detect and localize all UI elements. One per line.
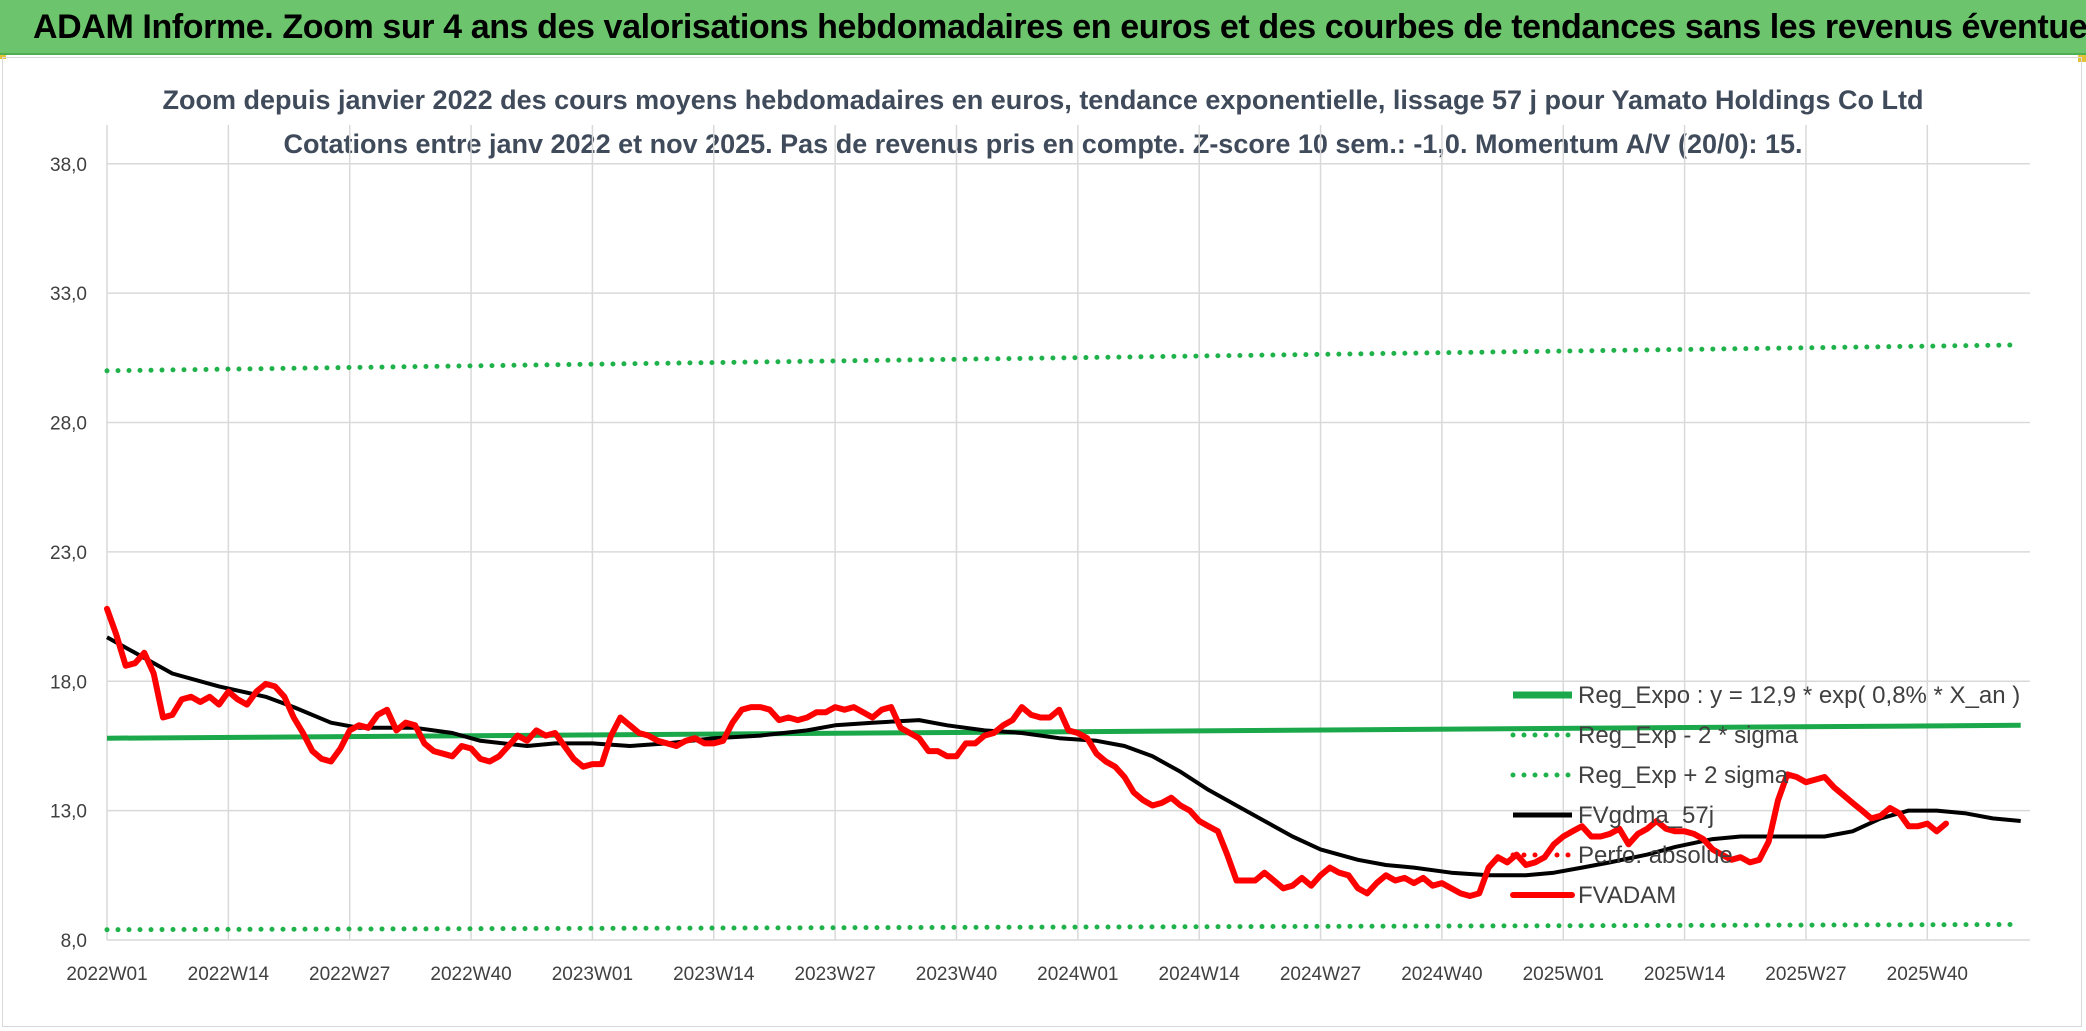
legend: Reg_Expo : y = 12,9 * exp( 0,8% * X_an )… — [1510, 682, 2020, 909]
legend-label-0: Reg_Expo : y = 12,9 * exp( 0,8% * X_an ) — [1578, 682, 2020, 709]
x-tick-label: 2023W01 — [552, 964, 633, 985]
x-tick-label: 2025W27 — [1765, 964, 1846, 985]
legend-label-2: Reg_Exp + 2 sigma — [1578, 762, 1789, 789]
x-tick-label: 2022W40 — [430, 964, 511, 985]
legend-label-1: Reg_Exp - 2 * sigma — [1578, 722, 1799, 749]
x-axis-ticks: 2022W01 2022W14 2022W27 2022W40 2023W01 2023W… — [66, 964, 1968, 985]
x-tick-label: 2023W27 — [794, 964, 875, 985]
series-lines — [104, 342, 2024, 933]
x-tick-label: 2024W01 — [1037, 964, 1118, 985]
x-tick-label: 2023W14 — [673, 964, 755, 985]
x-tick-label: 2024W14 — [1159, 964, 1241, 985]
x-tick-label: 2022W14 — [188, 964, 270, 985]
x-tick-label: 2024W27 — [1280, 964, 1361, 985]
report-banner: ADAM Informe. Zoom sur 4 ans des valoris… — [0, 0, 2086, 55]
legend-label-4: Perfo. absolue — [1578, 842, 1733, 869]
series-line-2 — [104, 342, 2024, 374]
y-tick-label: 23,0 — [50, 543, 87, 564]
y-axis-ticks: 8,0 13,0 18,0 23,0 28,0 33,0 38,0 — [50, 155, 87, 952]
y-tick-label: 28,0 — [50, 414, 87, 435]
chart-title: Zoom depuis janvier 2022 des cours moyen… — [163, 85, 1924, 115]
x-tick-label: 2024W40 — [1401, 964, 1482, 985]
x-tick-label: 2022W01 — [66, 964, 147, 985]
x-tick-label: 2025W40 — [1887, 964, 1968, 985]
legend-label-3: FVgdma_57j — [1578, 802, 1714, 829]
y-tick-label: 33,0 — [50, 284, 87, 305]
series-line-3 — [106, 635, 2021, 878]
x-tick-label: 2025W14 — [1644, 964, 1726, 985]
x-tick-label: 2023W40 — [916, 964, 997, 985]
series-line-1 — [104, 922, 2024, 933]
series-line-5 — [104, 605, 1949, 899]
legend-label-5: FVADAM — [1578, 882, 1676, 909]
chart-frame — [2, 57, 2082, 1027]
banner-corner-accent-right — [2078, 55, 2086, 62]
series-line-0 — [106, 722, 2021, 741]
chart-subtitle: Cotations entre janv 2022 et nov 2025. P… — [283, 129, 1802, 159]
y-tick-label: 18,0 — [50, 672, 87, 693]
y-tick-label: 8,0 — [61, 931, 87, 952]
y-tick-label: 38,0 — [50, 155, 87, 176]
x-tick-label: 2022W27 — [309, 964, 390, 985]
y-tick-label: 13,0 — [50, 802, 87, 823]
x-tick-label: 2025W01 — [1523, 964, 1604, 985]
banner-title: ADAM Informe. Zoom sur 4 ans des valoris… — [33, 8, 2086, 46]
gridlines — [106, 125, 2030, 941]
